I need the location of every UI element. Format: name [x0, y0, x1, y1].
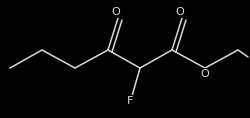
Text: O: O — [200, 69, 209, 79]
Text: O: O — [112, 7, 120, 17]
Text: O: O — [176, 7, 184, 17]
Text: F: F — [127, 96, 133, 106]
